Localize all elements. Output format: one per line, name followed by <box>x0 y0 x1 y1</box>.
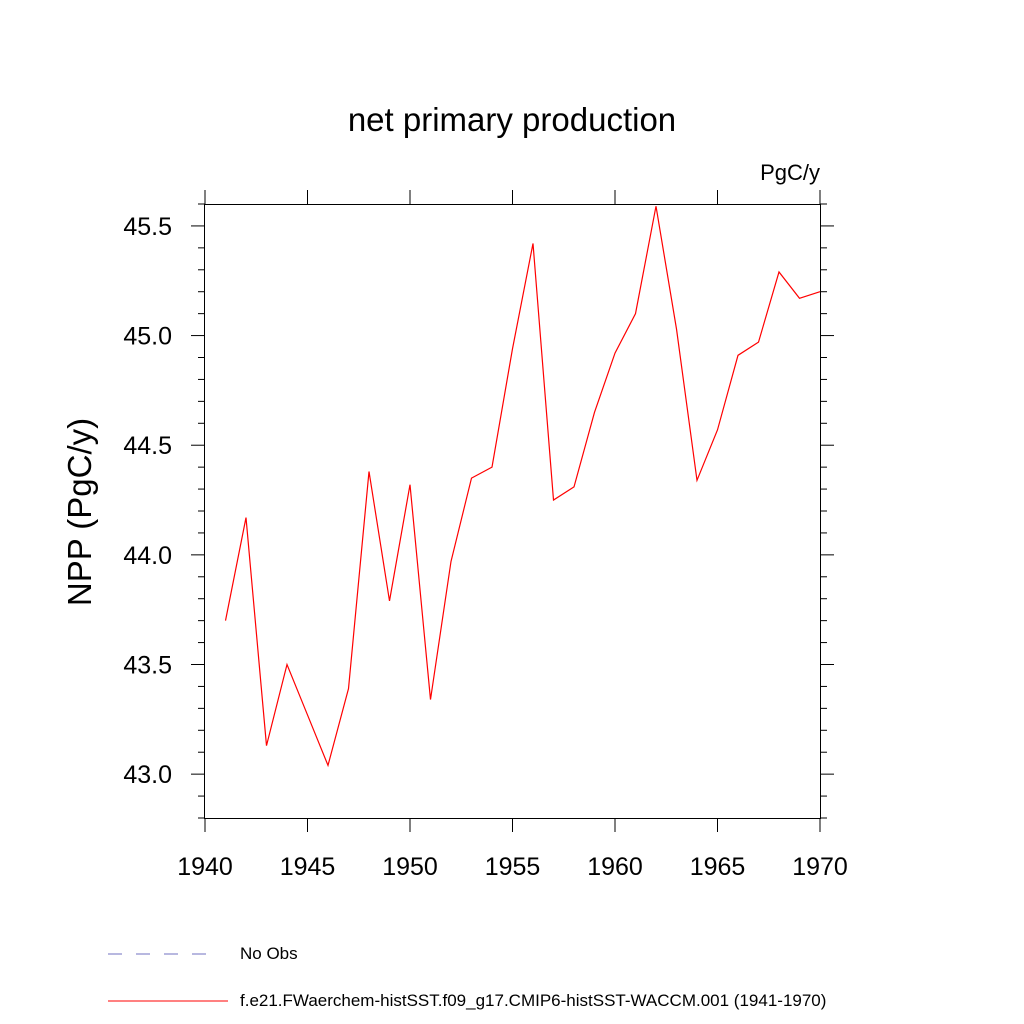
legend: No Obs f.e21.FWaerchem-histSST.f09_g17.C… <box>108 944 826 1010</box>
legend-label-model: f.e21.FWaerchem-histSST.f09_g17.CMIP6-hi… <box>240 991 826 1010</box>
y-tick-label: 45.0 <box>123 323 172 351</box>
plot-frame <box>204 204 821 819</box>
x-tick-label: 1945 <box>280 853 336 881</box>
series-line <box>224 206 821 768</box>
x-tick-label: 1940 <box>177 853 233 881</box>
x-tick-label: 1955 <box>485 853 541 881</box>
axis-ticks <box>191 190 834 832</box>
x-tick-label: 1970 <box>792 853 848 881</box>
x-tick-labels: 1940 1945 1950 1955 1960 1965 1970 <box>177 853 848 881</box>
x-tick-label: 1960 <box>587 853 643 881</box>
y-tick-labels: 43.0 43.5 44.0 44.5 45.0 45.5 <box>123 213 172 789</box>
y-tick-label: 45.5 <box>123 213 172 241</box>
y-axis-label: NPP (PgC/y) <box>61 418 98 606</box>
x-tick-label: 1965 <box>690 853 746 881</box>
data-series <box>224 206 821 768</box>
units-label: PgC/y <box>760 160 820 185</box>
x-tick-label: 1950 <box>382 853 438 881</box>
y-tick-label: 44.0 <box>123 542 172 570</box>
chart-title: net primary production <box>348 101 676 138</box>
y-tick-label: 44.5 <box>123 432 172 460</box>
y-tick-label: 43.5 <box>123 652 172 680</box>
legend-label-no-obs: No Obs <box>240 944 298 963</box>
y-tick-label: 43.0 <box>123 761 172 789</box>
